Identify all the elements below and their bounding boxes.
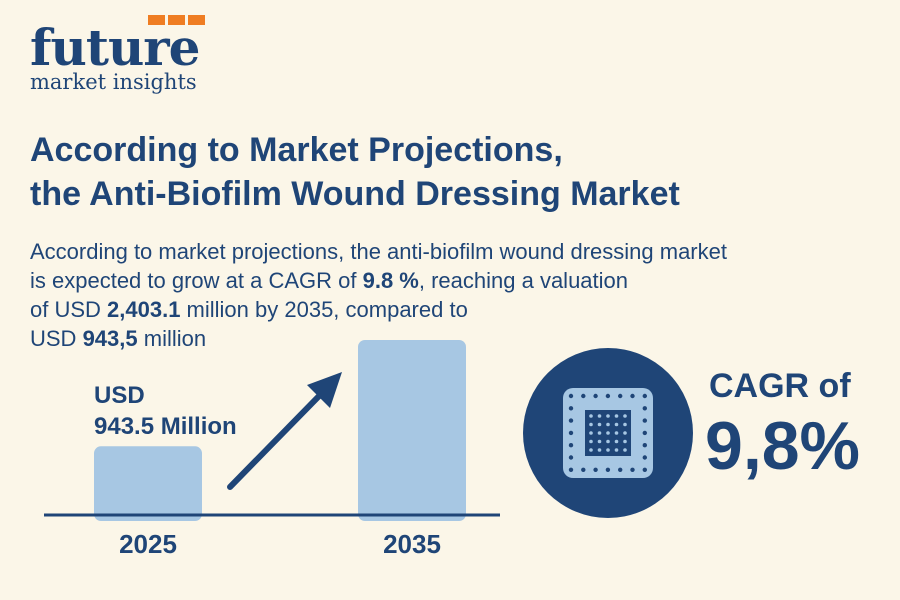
bar-2035 [358, 340, 466, 521]
page-title: According to Market Projections, the Ant… [30, 128, 680, 216]
description-text: , reaching a valuation [418, 268, 629, 293]
cagr-label: CAGR of [709, 367, 851, 405]
value-label-currency: USD [94, 382, 145, 409]
description-text: According to market projections, the ant… [30, 239, 727, 264]
cagr-inline-value: 9.8 % [362, 268, 419, 293]
description-line-2: is expected to grow at a CAGR of 9.8 %, … [30, 266, 880, 295]
description-text: million by 2035, compared to [180, 297, 468, 322]
value-label-amount: 943.5 Million [94, 413, 237, 440]
description-line-4: USD 943,5 million [30, 324, 880, 353]
description-text: USD [30, 326, 83, 351]
description-text: million [137, 326, 207, 351]
logo-accent-bars [148, 15, 205, 25]
logo-subtitle: market insights [30, 70, 197, 94]
description-line-1: According to market projections, the ant… [30, 237, 880, 266]
growth-arrow-shaft [227, 390, 325, 490]
company-logo: future market insights [30, 15, 205, 94]
valuation-2035-inline: 2,403.1 [107, 297, 181, 322]
growth-arrow-icon [307, 372, 342, 408]
x-tick-label: 2035 [383, 529, 441, 559]
description-text: of USD [30, 297, 108, 322]
valuation-2025-inline: 943,5 [82, 326, 138, 351]
cagr-value: 9,8% [705, 408, 860, 484]
description-text: is expected to grow at a CAGR of [30, 268, 363, 293]
description: According to market projections, the ant… [30, 237, 880, 353]
title-line-1: According to Market Projections, [30, 131, 563, 169]
x-tick-label: 2025 [119, 529, 177, 559]
dressing-badge [523, 348, 693, 518]
description-line-3: of USD 2,403.1 million by 2035, compared… [30, 295, 880, 324]
logo-wordmark: future [30, 18, 200, 77]
dressing-patch-icon [563, 388, 653, 478]
bar-value-label-2025: USD 943.5 Million [94, 380, 237, 442]
bar-2025 [94, 446, 202, 521]
title-line-2: the Anti-Biofilm Wound Dressing Market [30, 175, 680, 213]
